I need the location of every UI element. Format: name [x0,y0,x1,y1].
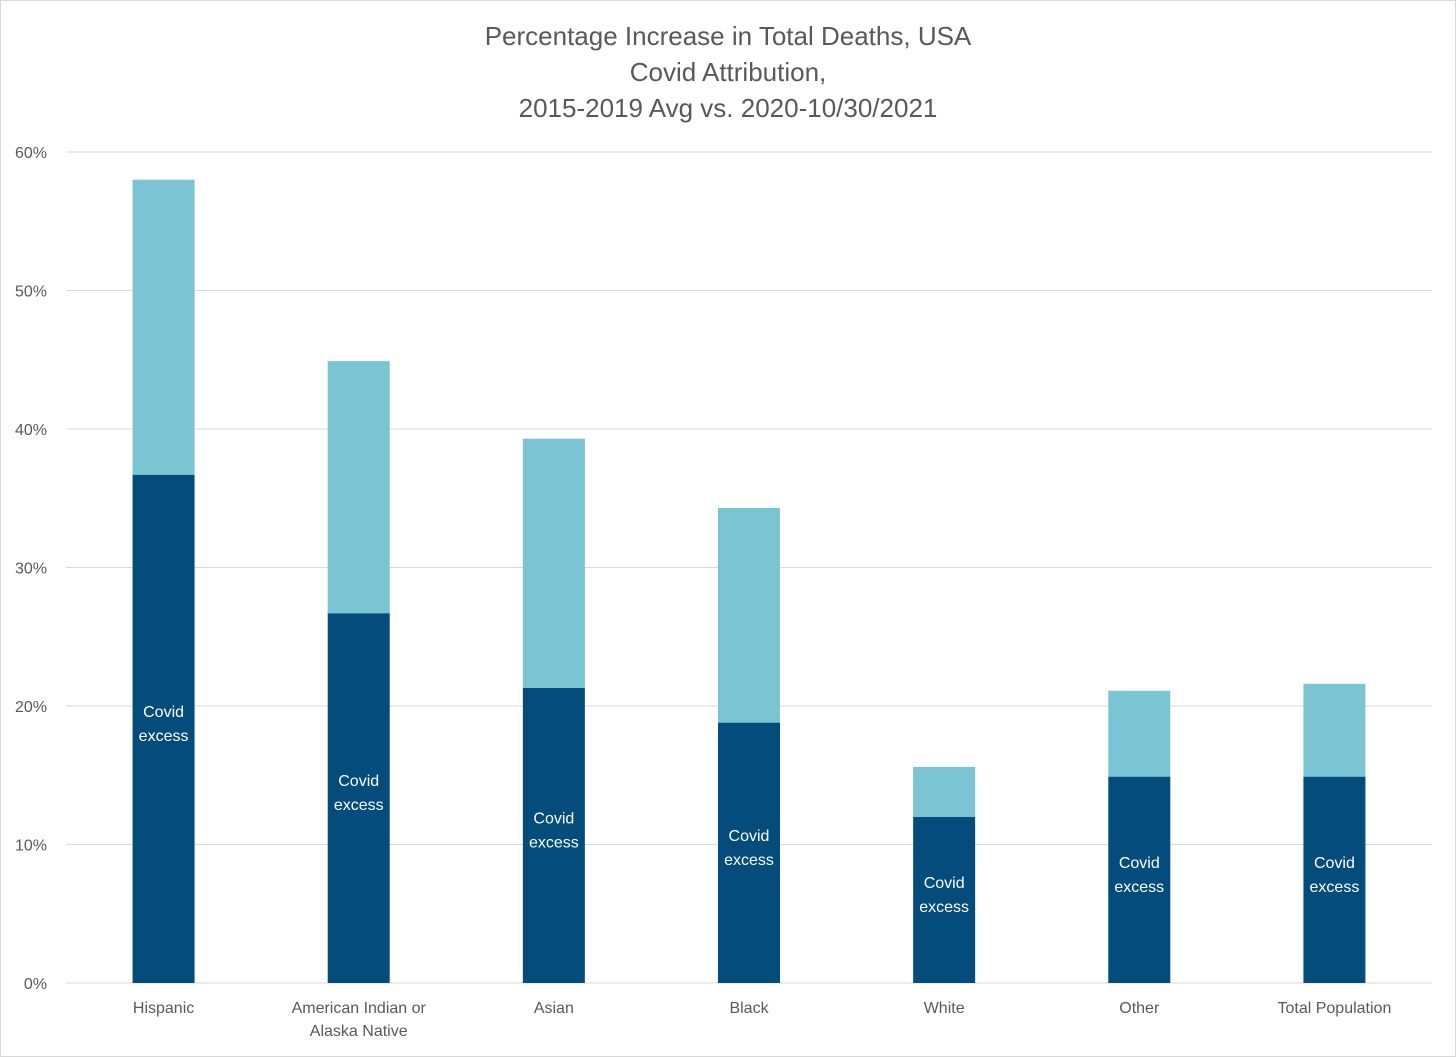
x-category-label: Alaska Native [310,1023,408,1040]
x-category-label: Other [1119,1000,1160,1017]
bar-covid-excess [522,687,585,983]
data-label: excess [1114,879,1164,896]
x-axis-labels: Hispanic American Indian or Alaska Native A… [133,1000,1391,1040]
y-tick-label: 40% [15,422,47,439]
y-tick-label: 20% [15,699,47,716]
x-category-label: Asian [534,1000,574,1017]
data-label: excess [724,852,774,869]
bar-covid-excess [1303,776,1366,983]
y-tick-label: 30% [15,561,47,578]
bars: Covid excess Covid excess Covid excess Covid ex… [132,179,1366,983]
bar-other-excess [913,766,976,817]
x-category-label: Total Population [1277,1000,1391,1017]
chart-title-line-3: 2015-2019 Avg vs. 2020-10/30/2021 [518,93,938,123]
bar-other-excess [522,438,585,688]
bar-other-excess [132,179,195,475]
chart-title: Percentage Increase in Total Deaths, USA… [0,18,1456,126]
x-category-label: Hispanic [133,1000,194,1017]
chart-title-line-2: Covid Attribution, [629,57,827,87]
y-tick-label: 10% [15,838,47,855]
bar-covid-excess [718,722,780,983]
data-label: Covid [533,810,574,827]
x-category-label: Black [729,1000,769,1017]
bar-other-excess [718,507,780,723]
data-label: Covid [143,704,184,721]
chart-title-line-1: Percentage Increase in Total Deaths, USA [484,21,972,51]
bar-other-excess [1108,690,1171,777]
data-label: excess [529,834,579,851]
data-label: excess [139,728,189,745]
bar-covid-excess [913,816,976,983]
y-tick-label: 0% [24,976,47,993]
bar-covid-excess [327,613,390,983]
data-label: excess [1310,879,1360,896]
y-axis-ticks: 0% 10% 20% 30% 40% 50% 60% [15,145,47,993]
y-tick-label: 60% [15,145,47,162]
data-label: excess [334,797,384,814]
x-category-label: White [924,1000,965,1017]
data-label: Covid [1314,855,1355,872]
data-label: excess [919,899,969,916]
bar-other-excess [327,361,390,614]
bar-other-excess [1303,683,1366,777]
bar-covid-excess [132,474,195,983]
bar-covid-excess [1108,776,1171,983]
data-label: Covid [338,773,379,790]
data-label: Covid [924,875,965,892]
y-tick-label: 50% [15,284,47,301]
data-label: Covid [729,828,770,845]
data-label: Covid [1119,855,1160,872]
x-category-label: American Indian or [292,1000,427,1017]
